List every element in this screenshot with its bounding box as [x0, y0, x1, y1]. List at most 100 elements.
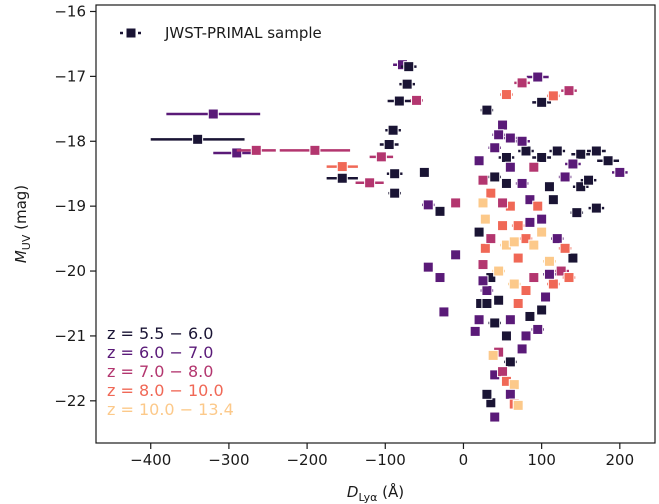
data-point [571, 148, 591, 160]
data-point [355, 177, 384, 189]
redshift-group-label: z = 8.0 − 10.0 [107, 381, 224, 400]
x-tick-label: −100 [365, 451, 406, 469]
point-marker [309, 144, 321, 156]
data-point [498, 151, 515, 163]
data-point [567, 252, 579, 264]
data-point [450, 249, 462, 261]
point-marker [487, 349, 499, 361]
data-point [547, 90, 560, 102]
data-point [551, 233, 564, 245]
data-point [504, 388, 516, 400]
point-marker [567, 158, 579, 170]
point-marker [575, 148, 587, 160]
point-marker [575, 181, 587, 193]
point-marker [481, 297, 493, 309]
point-marker [508, 236, 520, 248]
redshift-group-labels: z = 5.5 − 6.0z = 6.0 − 7.0z = 7.0 − 8.0z… [107, 324, 234, 419]
point-marker [231, 147, 243, 159]
data-point [572, 181, 589, 193]
data-point [481, 388, 493, 400]
point-marker [411, 94, 423, 106]
data-point [508, 379, 520, 391]
point-marker [469, 325, 481, 337]
y-tick-label: −21 [54, 327, 86, 345]
data-point [473, 314, 485, 326]
point-marker [497, 119, 509, 131]
point-marker [536, 96, 548, 108]
data-point [518, 145, 534, 157]
y-axis-label: MUV (mag) [12, 185, 33, 263]
point-marker [481, 388, 493, 400]
point-marker [489, 317, 501, 329]
x-tick-label: 0 [459, 451, 469, 469]
point-marker [336, 172, 348, 184]
point-marker [479, 213, 491, 225]
data-point [434, 272, 446, 284]
data-point [166, 108, 261, 120]
data-point [612, 166, 628, 178]
data-point [500, 89, 513, 101]
data-point [543, 181, 555, 193]
data-point [504, 314, 516, 326]
data-point [514, 135, 530, 147]
data-point [526, 71, 549, 83]
point-marker [481, 104, 493, 116]
point-marker [481, 285, 493, 297]
point-marker [497, 220, 509, 232]
data-point [438, 306, 450, 318]
point-marker [504, 132, 516, 144]
point-marker [543, 255, 555, 267]
point-marker [524, 194, 536, 206]
data-point [500, 330, 512, 342]
point-marker [450, 197, 462, 209]
point-marker [389, 187, 401, 199]
data-point [481, 297, 493, 309]
point-marker [583, 174, 595, 186]
point-marker [504, 161, 516, 173]
point-marker [477, 259, 489, 271]
data-point [570, 207, 584, 219]
data-point [547, 194, 559, 206]
data-point [520, 330, 532, 342]
data-point [497, 197, 509, 209]
data-point [520, 285, 532, 297]
point-marker [383, 139, 395, 151]
point-marker [493, 129, 505, 141]
point-marker [516, 135, 528, 147]
x-tick-label: −300 [208, 451, 249, 469]
redshift-group-label: z = 6.0 − 7.0 [107, 343, 213, 362]
data-point [434, 205, 446, 217]
point-marker [512, 297, 524, 309]
point-marker [438, 306, 450, 318]
y-axis-ticks: −16 −17 −18 −19 −20 −21 −22 [54, 2, 96, 410]
point-marker [401, 78, 413, 90]
point-marker [551, 233, 563, 245]
y-tick-label: −22 [54, 392, 86, 410]
data-point [369, 151, 394, 163]
legend-label: JWST-PRIMAL sample [164, 24, 322, 42]
data-point [485, 187, 497, 199]
data-point [500, 177, 512, 189]
x-tick-label: −400 [130, 451, 171, 469]
data-point [450, 197, 462, 209]
point-marker [508, 379, 520, 391]
data-point [508, 278, 521, 290]
point-marker [516, 343, 528, 355]
point-marker [489, 411, 501, 423]
data-point [479, 242, 491, 254]
point-marker [520, 145, 532, 157]
data-point [516, 343, 528, 355]
x-tick-label: 100 [527, 451, 556, 469]
data-point [399, 78, 415, 90]
point-marker [520, 233, 532, 245]
point-marker [563, 272, 575, 284]
data-point [422, 199, 435, 211]
point-marker [563, 85, 575, 97]
data-point [493, 294, 505, 306]
data-point [528, 161, 540, 173]
data-point [558, 171, 572, 183]
x-axis-label: DLyα (Å) [347, 482, 404, 504]
point-marker [500, 330, 512, 342]
data-point [531, 323, 544, 335]
data-point [410, 94, 423, 106]
